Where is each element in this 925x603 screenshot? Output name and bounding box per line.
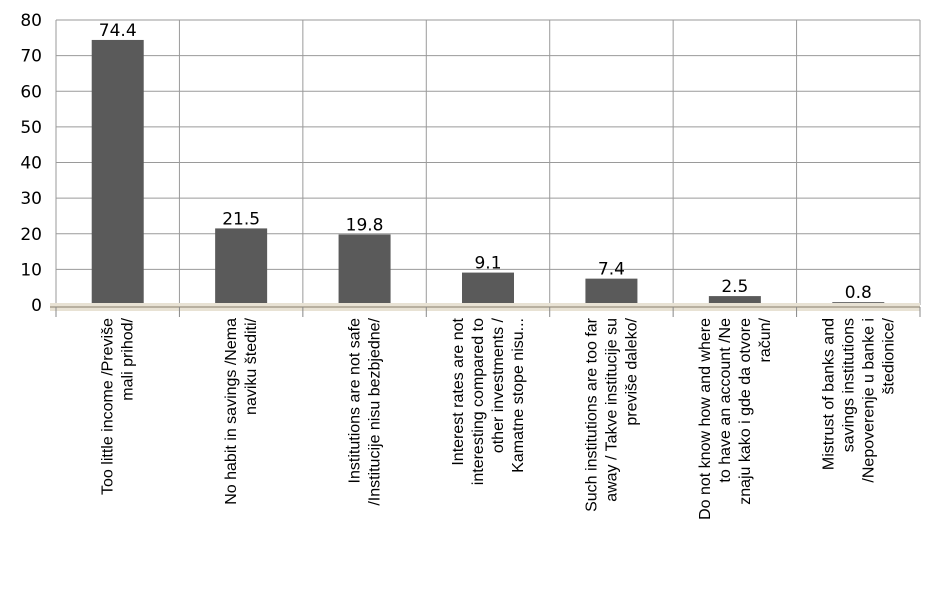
bar xyxy=(585,279,637,305)
category-labels: Too little income /Previše mali prihod/No… xyxy=(100,317,898,520)
y-tick-label: 20 xyxy=(20,225,42,245)
value-label: 0.8 xyxy=(845,283,872,303)
category-label-line: štedionice/ xyxy=(880,317,897,394)
category-label: Institutions are not safe/Institucije ni… xyxy=(347,317,384,505)
category-label: No habit in savings /Nema naviku štediti/ xyxy=(223,317,260,504)
category-label-line: Such institutions are too far xyxy=(583,317,600,512)
category-label: Do not know how and where to have an acco… xyxy=(697,317,774,519)
y-tick-label: 0 xyxy=(31,296,42,316)
y-axis-tick-labels: 0 10 20 30 40 50 60 70 80 xyxy=(20,11,42,316)
category-label-line: previše daleko/ xyxy=(623,317,640,425)
value-label: 2.5 xyxy=(721,277,748,297)
category-label-line: račun/ xyxy=(757,317,774,362)
category-label-line: away / Takve institucije su xyxy=(603,318,620,502)
y-tick-label: 70 xyxy=(20,47,42,67)
category-label-line: savings institutions xyxy=(840,318,857,452)
value-label: 9.1 xyxy=(474,254,501,274)
category-label: Such institutions are too far away / Takv… xyxy=(583,317,640,512)
y-tick-label: 40 xyxy=(20,154,42,174)
category-label-line: /Institucije nisu bezbjedne/ xyxy=(367,317,384,505)
category-label: Too little income /Previše mali prihod/ xyxy=(100,317,137,495)
y-tick-label: 60 xyxy=(20,82,42,102)
category-label-line: Do not know how and where xyxy=(697,318,714,520)
category-label-line: other investments / xyxy=(490,317,507,453)
value-label: 74.4 xyxy=(99,21,137,41)
bar xyxy=(92,40,144,305)
y-tick-label: 30 xyxy=(20,189,42,209)
category-label-line: interesting compared to xyxy=(470,318,487,485)
category-label-line: znaju kako i gde da otvore xyxy=(737,318,754,505)
value-label: 7.4 xyxy=(598,260,625,280)
y-tick-label: 80 xyxy=(20,11,42,31)
y-tick-label: 50 xyxy=(20,118,42,138)
y-tick-label: 10 xyxy=(20,260,42,280)
value-label: 21.5 xyxy=(222,209,260,229)
category-label-line: Institutions are not safe xyxy=(347,318,364,484)
category-label-line: to have an account /Ne xyxy=(717,318,734,483)
category-label-line: naviku štediti/ xyxy=(243,317,260,414)
category-label-line: /Nepoverenje u banke i xyxy=(860,318,877,483)
bar xyxy=(462,273,514,305)
category-label-line: Mistrust of banks and xyxy=(820,318,837,470)
x-axis xyxy=(50,303,920,317)
category-label-line: Kamatne stope nisu... xyxy=(510,318,527,473)
category-label-line: mali prihod/ xyxy=(120,317,137,400)
category-label: Mistrust of banks and savings institution… xyxy=(820,317,897,482)
category-label-line: No habit in savings /Nema xyxy=(223,318,240,505)
category-label-line: Too little income /Previše xyxy=(100,318,117,495)
bar xyxy=(339,234,391,305)
category-label-line: Interest rates are not xyxy=(450,317,467,465)
value-label: 19.8 xyxy=(346,215,384,235)
bar xyxy=(215,228,267,305)
category-label: Interest rates are not interesting compar… xyxy=(450,317,527,485)
